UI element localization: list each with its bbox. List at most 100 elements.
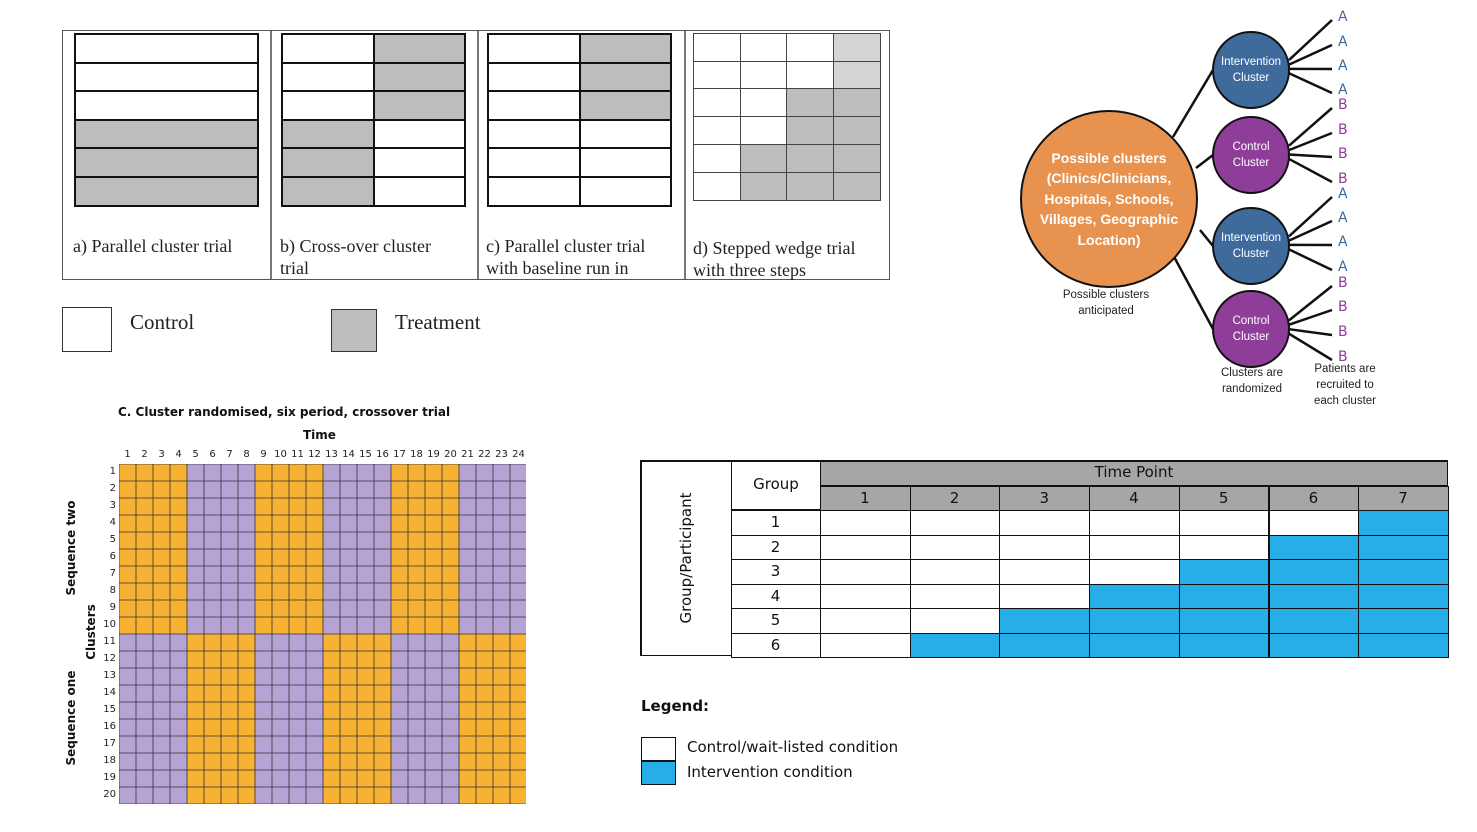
time-tick: 13 bbox=[325, 449, 338, 460]
intervention-cluster-node: Intervention Cluster bbox=[1212, 207, 1290, 285]
intervention-cell bbox=[1358, 534, 1449, 560]
control-cell bbox=[999, 583, 1091, 609]
crossover-title: C. Cluster randomised, six period, cross… bbox=[118, 405, 451, 419]
crossover-cell bbox=[372, 176, 466, 207]
cluster-tick: 7 bbox=[109, 568, 116, 579]
control-cell bbox=[1178, 534, 1270, 560]
crossover-period-cell bbox=[459, 600, 526, 617]
group-number: 5 bbox=[770, 611, 781, 629]
crossover-period-cell bbox=[459, 566, 526, 583]
stepped-cell bbox=[832, 116, 881, 146]
time-tick: 9 bbox=[260, 449, 267, 460]
caption-crossover: b) Cross-over cluster trial bbox=[280, 235, 431, 279]
cluster-tick: 3 bbox=[109, 500, 116, 511]
sequence-two-label: Sequence two bbox=[64, 500, 78, 596]
stepped-cell bbox=[739, 171, 788, 201]
intervention-cell bbox=[1178, 608, 1270, 634]
intervention-cell bbox=[1268, 583, 1360, 609]
intervention-cell bbox=[1178, 583, 1270, 609]
time-tick: 12 bbox=[308, 449, 321, 460]
intervention-cell bbox=[1358, 583, 1449, 609]
time-tick: 21 bbox=[461, 449, 474, 460]
crossover-period-cell bbox=[459, 549, 526, 566]
cluster-node-label-line: Cluster bbox=[1232, 72, 1270, 84]
trial-design-panel: a) Parallel cluster trial b) Cross-over … bbox=[62, 30, 890, 280]
cluster-node-label-line: Intervention bbox=[1220, 56, 1282, 68]
time-point-number: 1 bbox=[860, 489, 870, 507]
cluster-tick: 5 bbox=[109, 534, 116, 545]
patient-label: B bbox=[1338, 275, 1348, 291]
cluster-tick: 18 bbox=[103, 755, 116, 766]
cluster-tick: 6 bbox=[109, 551, 116, 562]
cluster-to-patient-edge bbox=[1288, 157, 1333, 184]
cluster-to-patient-edge bbox=[1288, 153, 1333, 159]
time-tick: 6 bbox=[209, 449, 216, 460]
stepped-cell bbox=[832, 60, 881, 90]
time-tick: 3 bbox=[158, 449, 165, 460]
cluster-node-label-line: Cluster bbox=[1232, 248, 1270, 260]
group-number: 6 bbox=[770, 635, 781, 654]
cluster-tick: 8 bbox=[109, 585, 116, 596]
cluster-tick: 13 bbox=[103, 670, 116, 681]
baseline-cell bbox=[578, 61, 672, 93]
cluster-tick: 16 bbox=[103, 721, 116, 732]
time-tick: 24 bbox=[512, 449, 525, 460]
control-cell bbox=[999, 534, 1091, 560]
baseline-cell bbox=[487, 118, 581, 150]
randomized-caption: Clusters are randomized bbox=[1210, 365, 1294, 397]
time-point-number: 3 bbox=[1039, 489, 1049, 507]
crossover-period-cell bbox=[459, 481, 526, 498]
time-tick: 5 bbox=[192, 449, 199, 460]
caption-baseline: c) Parallel cluster trial with baseline … bbox=[486, 235, 645, 279]
cluster-to-patient-edge bbox=[1288, 107, 1333, 147]
stepped-cell bbox=[832, 171, 881, 201]
caption-line: d) Stepped wedge trial bbox=[693, 238, 856, 258]
control-cell bbox=[1178, 510, 1270, 536]
intervention-cell bbox=[999, 608, 1091, 634]
intervention-condition-swatch bbox=[641, 761, 676, 785]
intervention-cell bbox=[1268, 608, 1360, 634]
crossover-period-cell bbox=[459, 634, 526, 651]
intervention-cell bbox=[1358, 632, 1449, 658]
time-point-cell bbox=[1268, 486, 1360, 511]
crossover-cell bbox=[281, 176, 375, 207]
parallel-cell bbox=[74, 118, 259, 150]
stepped-cell bbox=[693, 171, 741, 201]
time-point-number: 4 bbox=[1129, 489, 1139, 507]
root-to-cluster-edge bbox=[1195, 154, 1214, 169]
patient-label: B bbox=[1338, 299, 1348, 315]
crossover-period-cell bbox=[459, 498, 526, 515]
intervention-cell bbox=[1358, 510, 1449, 536]
baseline-cell bbox=[487, 176, 581, 207]
treatment-legend-swatch bbox=[331, 309, 377, 352]
control-legend-label: Control bbox=[130, 310, 195, 334]
time-tick: 4 bbox=[175, 449, 182, 460]
control-cell bbox=[820, 583, 911, 609]
time-tick: 22 bbox=[478, 449, 491, 460]
time-tick: 19 bbox=[427, 449, 440, 460]
cluster-tick: 17 bbox=[103, 738, 116, 749]
cluster-node-label: Intervention Cluster bbox=[1221, 230, 1281, 262]
patient-label: A bbox=[1338, 234, 1348, 250]
time-axis-label: Time bbox=[303, 428, 336, 442]
caption-line: with baseline run in bbox=[486, 258, 629, 278]
caption-line: with three steps bbox=[693, 260, 806, 280]
caption-line: a) Parallel cluster trial bbox=[73, 236, 233, 256]
cluster-to-patient-edge bbox=[1288, 43, 1333, 66]
cluster-to-patient-edge bbox=[1288, 72, 1333, 95]
cluster-to-patient-edge bbox=[1288, 131, 1333, 152]
patient-label: A bbox=[1338, 210, 1348, 226]
patients-caption-line: Patients are bbox=[1314, 363, 1376, 375]
control-cell bbox=[1089, 534, 1180, 560]
patient-label: B bbox=[1338, 122, 1348, 138]
root-caption-line: Possible clusters bbox=[1062, 289, 1150, 301]
stepped-wedge-table: Group/Participant Group Time Point 1 2 3 4 5… bbox=[640, 460, 1449, 658]
control-cell bbox=[820, 632, 911, 658]
cluster-to-patient-edge bbox=[1288, 219, 1333, 242]
intervention-cell bbox=[1268, 559, 1360, 585]
possible-clusters-circle: Possible clusters (Clinics/Clinicians, H… bbox=[1020, 110, 1198, 288]
group-cell bbox=[731, 632, 821, 658]
sequence-one-label: Sequence one bbox=[64, 670, 78, 766]
patient-label: B bbox=[1338, 324, 1348, 340]
cluster-node-label-line: Control bbox=[1232, 141, 1270, 153]
